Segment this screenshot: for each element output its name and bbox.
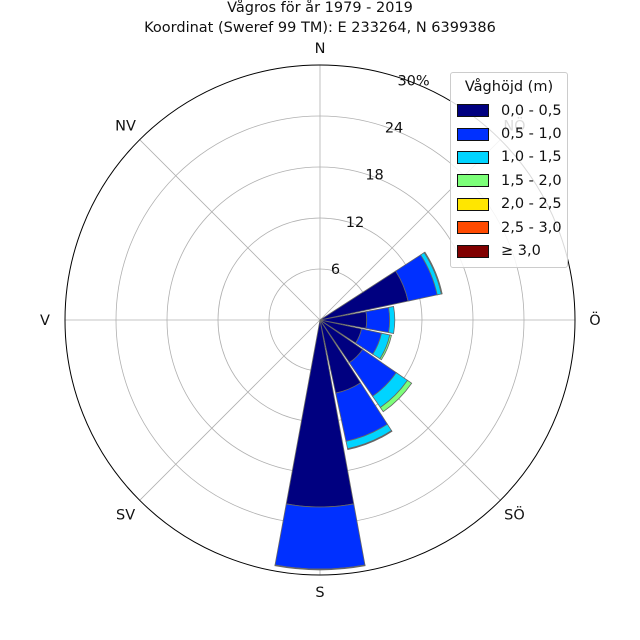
- chart-title: Vågros för år 1979 - 2019: [227, 0, 413, 16]
- legend-label: 1,5 - 2,0: [501, 172, 562, 189]
- direction-label: N: [315, 41, 326, 57]
- legend-entry: 0,5 - 1,0: [457, 122, 562, 145]
- sector-bar: [365, 306, 391, 334]
- direction-label: V: [40, 313, 50, 329]
- legend-label: 0,0 - 0,5: [501, 102, 562, 119]
- legend-swatch: [457, 127, 489, 141]
- sector-bar: [347, 430, 393, 451]
- direction-label: S: [315, 585, 324, 601]
- legend-label: 1,0 - 1,5: [501, 149, 562, 166]
- direction-label: Ö: [589, 311, 600, 329]
- legend-label: 0,5 - 1,0: [501, 126, 562, 143]
- sector-bar: [274, 564, 366, 571]
- legend-entry: 0,0 - 0,5: [457, 99, 562, 122]
- legend-swatch: [457, 197, 489, 211]
- legend-entry: ≥ 3,0: [457, 239, 561, 262]
- sector-bar: [379, 379, 413, 413]
- legend-label: ≥ 3,0: [501, 243, 541, 260]
- legend-swatch: [457, 221, 489, 235]
- legend-entry: 2,0 - 2,5: [457, 193, 562, 216]
- legend: Våghöjd (m) 0,0 - 0,5 0,5 - 1,0 1,0 - 1,5 1…: [450, 72, 568, 268]
- direction-label: NV: [115, 119, 136, 135]
- legend-title: Våghöjd (m): [464, 79, 554, 95]
- legend-entry: 2,5 - 3,0: [457, 216, 562, 239]
- angular-gridline: [139, 139, 321, 321]
- legend-label: 2,5 - 3,0: [501, 219, 562, 236]
- legend-label: 2,0 - 2,5: [501, 196, 562, 213]
- radial-tick-label: 6: [331, 262, 340, 278]
- legend-swatch: [457, 174, 489, 188]
- radial-tick-label: 12: [346, 215, 364, 231]
- sector-bar: [379, 334, 392, 361]
- direction-label: SV: [116, 507, 135, 523]
- sector-bar: [274, 503, 366, 570]
- angular-gridline: [139, 319, 321, 501]
- legend-entry: 1,5 - 2,0: [457, 169, 562, 192]
- legend-swatch: [457, 244, 489, 258]
- radial-tick-label: 18: [365, 168, 383, 184]
- polar-frame: [64, 64, 576, 576]
- legend-entry: 1,0 - 1,5: [457, 146, 562, 169]
- sector-bar: [423, 251, 443, 295]
- legend-swatch: [457, 104, 489, 118]
- sector-bar: [388, 306, 396, 334]
- radial-tick-label: 24: [385, 121, 403, 137]
- direction-label: SÖ: [504, 505, 525, 523]
- radial-tick-label: 30%: [397, 73, 429, 89]
- legend-entries: 0,0 - 0,5 0,5 - 1,0 1,0 - 1,5 1,5 - 2,0 2,0 …: [457, 99, 562, 263]
- chart-subtitle: Koordinat (Sweref 99 TM): E 233264, N 63…: [144, 20, 496, 36]
- legend-swatch: [457, 150, 489, 164]
